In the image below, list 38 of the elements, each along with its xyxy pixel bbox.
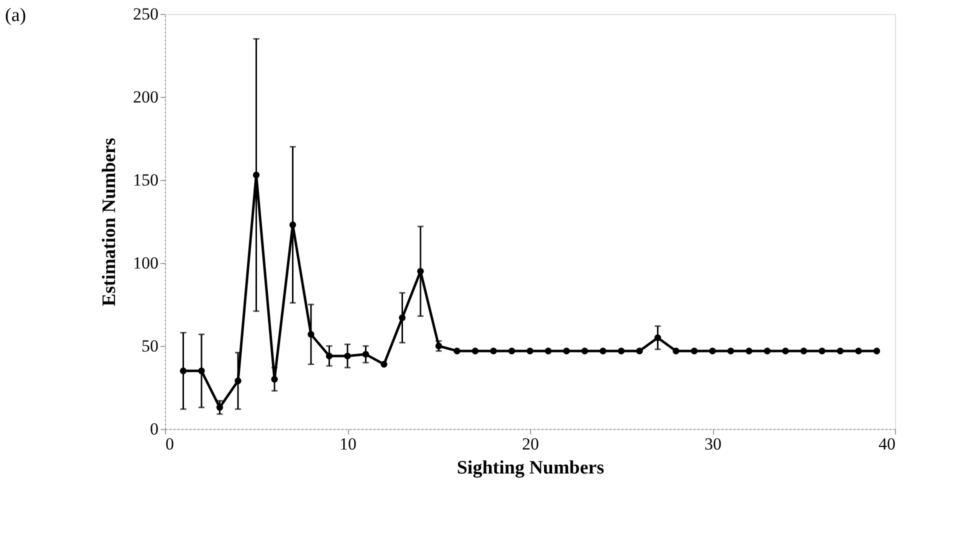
point: [746, 348, 752, 354]
y-axis-title: Estimation Numbers: [99, 138, 120, 306]
point: [800, 348, 808, 354]
x-axis-title: Sighting Numbers: [456, 458, 604, 478]
y-tick-label: 150: [133, 170, 158, 190]
point: [380, 360, 388, 368]
point: [672, 348, 680, 354]
x-tick-label: 30: [704, 434, 722, 454]
point: [764, 348, 771, 354]
point: [818, 348, 826, 354]
x-tick-label: 0: [166, 434, 174, 454]
text: (a): [5, 5, 26, 26]
point: [782, 348, 789, 354]
y-tick-label: 0: [150, 420, 158, 438]
point: [836, 348, 844, 354]
point: [581, 348, 588, 354]
point: [454, 348, 460, 354]
point: [544, 348, 552, 354]
point: [508, 348, 516, 354]
point: [563, 348, 570, 354]
x-tick-label: 10: [340, 434, 356, 454]
point: [490, 348, 497, 354]
y-tick-label: 250: [133, 4, 158, 24]
x-tick-label: 40: [878, 434, 896, 454]
point: [855, 348, 862, 354]
point: [873, 348, 880, 354]
point: [600, 348, 606, 354]
point: [526, 348, 534, 354]
point: [636, 348, 643, 354]
point: [618, 348, 625, 354]
point: [709, 348, 716, 354]
y-tick-label: 50: [142, 336, 158, 356]
point: [690, 348, 698, 354]
point: [472, 348, 479, 354]
y-tick-label: 200: [133, 88, 158, 106]
point: [727, 348, 734, 354]
x-tick-label: 20: [522, 434, 539, 454]
y-tick-label: 100: [133, 254, 158, 272]
